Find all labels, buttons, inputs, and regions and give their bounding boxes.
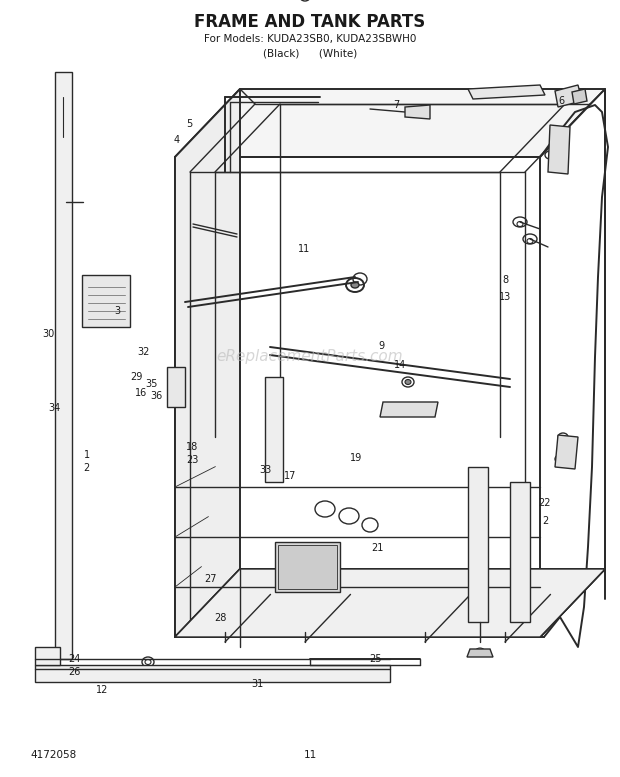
Polygon shape — [265, 377, 283, 482]
Polygon shape — [405, 105, 430, 119]
Text: 32: 32 — [138, 347, 150, 357]
Text: 9: 9 — [378, 341, 384, 350]
Text: 6: 6 — [558, 96, 564, 106]
Text: 16: 16 — [135, 388, 148, 398]
Text: 8: 8 — [502, 275, 508, 284]
Polygon shape — [35, 647, 60, 665]
Polygon shape — [572, 89, 587, 104]
Polygon shape — [548, 125, 570, 174]
Polygon shape — [555, 85, 582, 107]
Text: 25: 25 — [369, 654, 381, 664]
Text: 5: 5 — [186, 120, 192, 129]
Text: 11: 11 — [303, 750, 317, 760]
Text: 34: 34 — [48, 403, 61, 413]
Text: 4172058: 4172058 — [30, 750, 76, 760]
Text: 12: 12 — [96, 685, 108, 695]
Text: 11: 11 — [298, 244, 310, 253]
Text: 21: 21 — [371, 543, 383, 552]
Text: 22: 22 — [538, 499, 551, 508]
Text: 24: 24 — [68, 654, 81, 664]
Text: 29: 29 — [130, 372, 143, 382]
Polygon shape — [175, 569, 605, 637]
Polygon shape — [555, 435, 578, 469]
Text: 4: 4 — [174, 135, 180, 145]
Polygon shape — [275, 542, 340, 592]
Text: 30: 30 — [42, 329, 55, 339]
Ellipse shape — [405, 379, 411, 385]
Text: (Black)      (White): (Black) (White) — [263, 48, 357, 58]
Polygon shape — [175, 89, 605, 157]
Text: FRAME AND TANK PARTS: FRAME AND TANK PARTS — [195, 13, 425, 31]
Polygon shape — [467, 649, 493, 657]
Polygon shape — [35, 665, 390, 682]
Polygon shape — [175, 89, 240, 637]
Text: 23: 23 — [186, 455, 198, 465]
Text: 35: 35 — [146, 379, 158, 388]
Polygon shape — [82, 275, 130, 327]
Text: 27: 27 — [205, 574, 217, 584]
Polygon shape — [468, 85, 545, 99]
Text: 36: 36 — [150, 392, 162, 401]
Text: For Models: KUDA23SB0, KUDA23SBWH0: For Models: KUDA23SB0, KUDA23SBWH0 — [204, 34, 416, 44]
Polygon shape — [510, 482, 530, 622]
Polygon shape — [167, 367, 185, 407]
Text: eReplacementParts.com: eReplacementParts.com — [216, 350, 404, 364]
Ellipse shape — [205, 259, 211, 263]
Text: 7: 7 — [394, 100, 400, 110]
Text: 1: 1 — [84, 450, 90, 459]
Text: 31: 31 — [251, 679, 264, 688]
Text: 17: 17 — [284, 471, 296, 480]
Text: 13: 13 — [499, 292, 511, 301]
Text: 18: 18 — [186, 442, 198, 451]
Text: 2: 2 — [542, 516, 549, 525]
Text: 28: 28 — [214, 613, 226, 622]
Text: 26: 26 — [68, 667, 81, 677]
Text: 3: 3 — [115, 306, 121, 315]
Text: 19: 19 — [350, 454, 363, 463]
Polygon shape — [468, 467, 488, 622]
Polygon shape — [278, 545, 337, 589]
Text: 33: 33 — [259, 465, 272, 475]
Ellipse shape — [351, 282, 359, 288]
Polygon shape — [55, 72, 72, 659]
Text: 14: 14 — [394, 361, 406, 370]
Text: 2: 2 — [84, 463, 90, 472]
Polygon shape — [380, 402, 438, 417]
